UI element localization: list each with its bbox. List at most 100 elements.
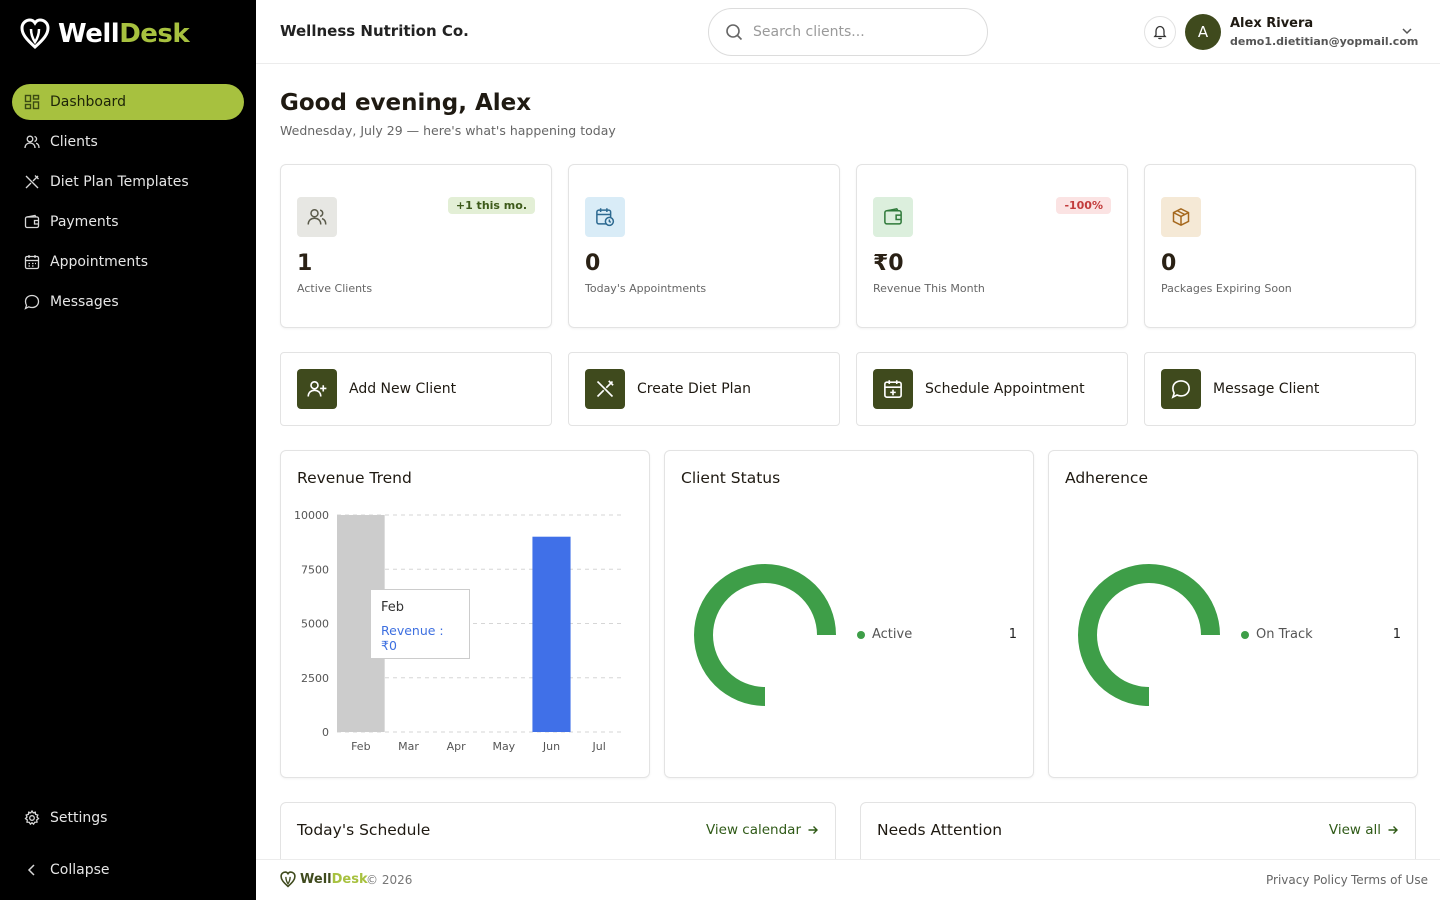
action-label: Schedule Appointment	[925, 381, 1085, 397]
legend-dot	[1241, 630, 1249, 639]
copyright: © 2026	[366, 873, 413, 887]
sidebar-item-messages[interactable]: Messages	[12, 284, 244, 320]
user-name[interactable]: Alex Rivera	[1230, 16, 1314, 31]
client-status-donut	[694, 564, 836, 706]
sidebar-item-label: Payments	[50, 214, 119, 230]
stat-card-revenue-this-month: -100% ₹0 Revenue This Month	[856, 164, 1128, 328]
stat-icon-box	[873, 197, 913, 237]
stat-label: Today's Appointments	[585, 282, 707, 295]
y-tick-label: 10000	[294, 509, 329, 522]
action-icon-box	[297, 369, 337, 409]
collapse-button[interactable]: Collapse	[12, 852, 244, 888]
x-tick-label: Jul	[592, 740, 606, 753]
sidebar-item-diet-plan-templates[interactable]: Diet Plan Templates	[12, 164, 244, 200]
sidebar-item-appointments[interactable]: Appointments	[12, 244, 244, 280]
sidebar-item-label: Appointments	[50, 254, 149, 270]
schedule-appointment-button[interactable]: Schedule Appointment	[856, 352, 1128, 426]
legend-count: 1	[1008, 627, 1017, 642]
footer-brand[interactable]: WellDesk	[280, 871, 368, 888]
organization-name: Wellness Nutrition Co.	[280, 22, 469, 40]
privacy-policy-link[interactable]: Privacy Policy	[1266, 873, 1348, 887]
stat-icon-box	[585, 197, 625, 237]
settings-button[interactable]: Settings	[12, 800, 244, 836]
search-box[interactable]	[708, 8, 988, 56]
dashboard-icon	[24, 94, 40, 110]
action-label: Message Client	[1213, 381, 1320, 397]
sidebar-item-clients[interactable]: Clients	[12, 124, 244, 160]
status-badge: +1 this mo.	[447, 197, 535, 214]
legend-item-active: Active	[857, 627, 912, 642]
stat-icon-box	[1161, 197, 1201, 237]
calendar-plus-icon	[884, 380, 902, 398]
sidebar-item-dashboard[interactable]: Dashboard	[12, 84, 244, 120]
tooltip-title: Feb	[381, 600, 405, 615]
adherence-donut	[1078, 564, 1220, 706]
donut-slice-on-track[interactable]	[1078, 564, 1220, 706]
sidebar-item-label: Diet Plan Templates	[50, 174, 189, 190]
stat-value: 0	[585, 251, 601, 276]
bar-jun[interactable]	[532, 536, 571, 732]
client-status-panel: Client Status Active 1	[664, 450, 1034, 778]
stat-card-active-clients: +1 this mo. 1 Active Clients	[280, 164, 552, 328]
sidebar-item-payments[interactable]: Payments	[12, 204, 244, 240]
y-tick-label: 7500	[301, 563, 329, 576]
action-label: Create Diet Plan	[637, 381, 751, 397]
settings-label: Settings	[50, 810, 108, 826]
footer-brand-part2: Desk	[331, 872, 368, 887]
y-tick-label: 2500	[301, 672, 329, 685]
status-badge: -100%	[1056, 197, 1111, 214]
legend-label: Active	[872, 627, 913, 642]
x-tick-label: May	[492, 740, 515, 753]
view-all-link[interactable]: View all	[1329, 822, 1399, 838]
heart-logo-icon	[280, 871, 296, 888]
view-calendar-link[interactable]: View calendar	[706, 822, 819, 838]
stat-card-packages-expiring: 0 Packages Expiring Soon	[1144, 164, 1416, 328]
notifications-button[interactable]	[1144, 16, 1176, 48]
stat-value: ₹0	[873, 251, 904, 276]
card-title: Needs Attention	[877, 821, 1003, 839]
action-icon-box	[873, 369, 913, 409]
y-tick-label: 0	[322, 726, 329, 739]
link-label: View calendar	[705, 822, 801, 838]
add-new-client-button[interactable]: Add New Client	[280, 352, 552, 426]
search-input[interactable]	[753, 24, 963, 40]
wallet-icon	[24, 214, 40, 229]
stat-label: Packages Expiring Soon	[1161, 282, 1292, 295]
users-icon	[307, 209, 327, 225]
bell-icon	[1153, 25, 1167, 40]
stat-label: Revenue This Month	[873, 282, 985, 295]
message-icon	[1171, 380, 1190, 399]
brand-logo[interactable]: WellDesk	[20, 18, 190, 50]
settings-container: Settings	[12, 800, 244, 840]
action-icon-box	[1161, 369, 1201, 409]
chart-tooltip: Feb Revenue : ₹0	[370, 589, 470, 659]
legend-count: 1	[1392, 627, 1401, 642]
gear-icon	[24, 810, 40, 826]
avatar[interactable]: A	[1185, 14, 1221, 50]
donut-slice-active[interactable]	[694, 564, 836, 706]
top-header: Wellness Nutrition Co. A Alex Rivera dem…	[256, 0, 1440, 64]
tooltip-amount: ₹0	[381, 638, 397, 653]
page-subtitle: Wednesday, July 29 — here's what's happe…	[280, 123, 616, 138]
chevron-left-icon	[27, 864, 35, 876]
sidebar-item-label: Clients	[50, 134, 98, 150]
stat-card-todays-appointments: 0 Today's Appointments	[568, 164, 840, 328]
calendar-clock-icon	[596, 208, 615, 227]
stat-value: 1	[297, 251, 313, 276]
y-tick-label: 5000	[301, 618, 329, 631]
stat-icon-box	[297, 197, 337, 237]
action-label: Add New Client	[349, 381, 457, 397]
message-client-button[interactable]: Message Client	[1144, 352, 1416, 426]
terms-of-use-link[interactable]: Terms of Use	[1351, 873, 1428, 887]
tooltip-value: Revenue : ₹0	[381, 623, 444, 653]
action-icon-box	[585, 369, 625, 409]
search-icon	[726, 24, 743, 41]
arrow-right-icon	[1388, 826, 1398, 834]
x-tick-label: Apr	[447, 740, 467, 753]
legend-dot	[857, 630, 865, 639]
create-diet-plan-button[interactable]: Create Diet Plan	[568, 352, 840, 426]
chevron-down-icon[interactable]	[1400, 24, 1414, 38]
brand-name-part1: Well	[58, 19, 120, 49]
panel-title: Adherence	[1065, 469, 1148, 487]
sidebar: WellDesk Dashboard Clients Diet Plan Tem…	[0, 0, 256, 900]
